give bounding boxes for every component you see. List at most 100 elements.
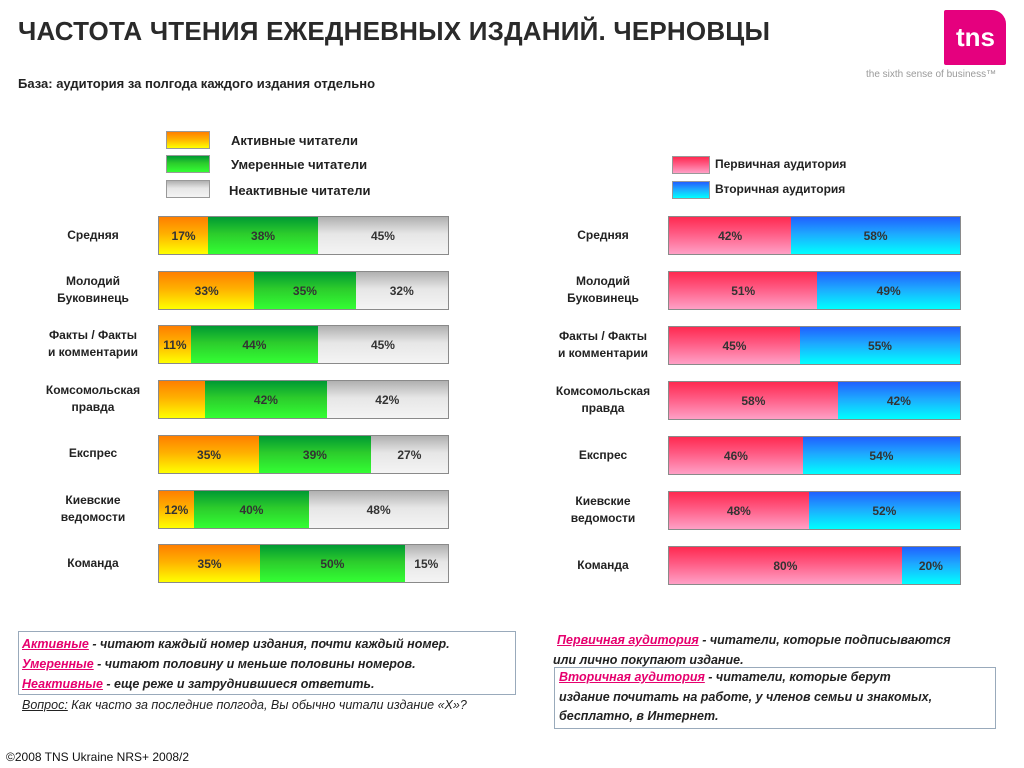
bar-segment: 45% xyxy=(317,217,448,254)
bar-segment: 51% xyxy=(669,272,818,309)
legend-label-moderate: Умеренные читатели xyxy=(231,157,368,172)
note-moderate: Умеренные - читают половину и меньше пол… xyxy=(22,657,416,671)
bar-segment: 35% xyxy=(159,435,260,473)
note-inactive: Неактивные - еще реже и затруднившиеся о… xyxy=(22,677,375,691)
bar-value-label: 27% xyxy=(397,447,422,462)
stacked-bar: 35% 39% 27% xyxy=(158,434,449,474)
logo-tagline: the sixth sense of business™ xyxy=(866,69,997,80)
bar-value-label: 33% xyxy=(194,283,219,298)
row-label: Команда xyxy=(577,557,629,572)
stacked-bar: 80% 20% xyxy=(668,546,961,585)
bar-value-label: 11% xyxy=(163,338,187,353)
bar-value-label: 58% xyxy=(741,394,766,408)
note-secondary-line1: Вторичная аудитория - читатели, которые … xyxy=(559,670,891,684)
bar-value-label: 54% xyxy=(869,449,894,463)
bar-value-label: 35% xyxy=(197,447,222,462)
bar-value-label: 51% xyxy=(731,284,756,298)
bar-segment: 17% xyxy=(159,217,209,254)
bar-segment: 49% xyxy=(817,272,960,309)
legend-label-primary: Первичная аудитория xyxy=(715,157,847,171)
bar-segment: 42% xyxy=(326,381,448,419)
survey-question: Вопрос: Как часто за последние полгода, … xyxy=(22,698,467,712)
bar-value-label: 55% xyxy=(867,339,892,353)
stacked-bar: 17% 38% 45% xyxy=(158,216,449,255)
row-label: Молодий Буковинець xyxy=(57,273,129,305)
note-primary-line2: или лично покупают издание. xyxy=(553,653,744,667)
bar-value-label: 46% xyxy=(723,449,748,463)
stacked-bar: 46% 54% xyxy=(668,436,961,475)
bar-segment: 27% xyxy=(370,435,448,473)
bar-value-label: 58% xyxy=(863,229,888,243)
legend-label-secondary: Вторичная аудитория xyxy=(715,182,846,196)
bar-segment: 44% xyxy=(190,326,318,364)
legend-swatch-secondary xyxy=(672,181,710,199)
bar-segment: 38% xyxy=(208,217,318,254)
note-primary-line1: Первичная аудитория - читатели, которые … xyxy=(557,633,951,647)
bar-segment: 32% xyxy=(355,271,448,309)
bar-value-label: 52% xyxy=(872,504,897,518)
bar-value-label: 45% xyxy=(722,339,747,353)
tns-logo: tns xyxy=(944,10,1006,65)
legend-swatch-active xyxy=(166,131,210,149)
row-label: Киевские ведомости xyxy=(60,492,126,524)
secondary-definition-box xyxy=(554,667,996,729)
bar-value-label: 39% xyxy=(302,447,327,462)
bar-segment: 80% xyxy=(669,547,902,584)
bar-value-label: 48% xyxy=(726,504,751,518)
bar-segment: 35% xyxy=(159,545,261,583)
bar-segment: 45% xyxy=(669,327,800,364)
row-label: Експрес xyxy=(68,446,118,461)
footer-copyright: ©2008 TNS Ukraine NRS+ 2008/2 xyxy=(6,750,190,764)
note-secondary-line3: бесплатно, в Интернет. xyxy=(559,709,719,723)
row-label: Киевские ведомости xyxy=(570,494,636,525)
bar-value-label: 17% xyxy=(171,229,196,243)
bar-segment: 35% xyxy=(254,271,356,309)
bar-segment: 58% xyxy=(791,217,960,254)
bar-value-label: 42% xyxy=(253,393,278,408)
bar-value-label: 38% xyxy=(251,229,276,243)
bar-value-label: 45% xyxy=(370,229,395,243)
row-label: Комсомольская правда xyxy=(45,383,141,415)
row-label: Комсомольская правда xyxy=(555,384,651,415)
bar-value-label: 80% xyxy=(773,559,798,573)
bar-segment: 48% xyxy=(309,490,448,528)
legend-swatch-inactive xyxy=(166,180,210,198)
stacked-bar: 45% 55% xyxy=(668,326,961,365)
bar-segment: 58% xyxy=(669,382,838,419)
bar-segment: 54% xyxy=(802,437,960,474)
stacked-bar: 11% 44% 45% xyxy=(158,325,449,365)
stacked-bar: 51% 49% xyxy=(668,271,961,310)
bar-segment: 50% xyxy=(260,545,405,583)
bar-value-label: 50% xyxy=(320,557,345,572)
bar-value-label: 15% xyxy=(414,557,439,572)
stacked-bar: 42% 58% xyxy=(668,216,961,255)
definitions-box xyxy=(18,631,516,695)
bar-segment: 39% xyxy=(259,435,371,473)
bar-value-label: 49% xyxy=(876,284,901,298)
legend-swatch-primary xyxy=(672,156,710,174)
page-subtitle: База: аудитория за полгода каждого издан… xyxy=(18,76,376,91)
bar-segment: 55% xyxy=(799,327,960,364)
bar-segment: 42% xyxy=(669,217,792,254)
stacked-bar: 12% 40% 48% xyxy=(158,489,449,529)
bar-value-label: 40% xyxy=(239,502,264,517)
stacked-bar: 33% 35% 32% xyxy=(158,270,449,310)
bar-segment: 52% xyxy=(808,492,960,529)
bar-segment: 33% xyxy=(159,271,255,309)
bar-segment: 12% xyxy=(159,490,194,528)
bar-value-label: 35% xyxy=(292,283,317,298)
bar-segment: 42% xyxy=(837,382,960,419)
page-title: ЧАСТОТА ЧТЕНИЯ ЕЖЕДНЕВНЫХ ИЗДАНИЙ. ЧЕРНО… xyxy=(18,16,771,46)
note-active: Активные - читают каждый номер издания, … xyxy=(22,637,450,651)
row-label: Факты / Факты и комментарии xyxy=(47,328,139,360)
bar-segment: 15% xyxy=(404,545,448,583)
bar-segment xyxy=(159,381,206,419)
bar-value-label: 12% xyxy=(164,502,189,517)
legend-swatch-moderate xyxy=(166,155,210,173)
bar-value-label: 42% xyxy=(375,393,400,408)
stacked-bar: 58% 42% xyxy=(668,381,961,420)
bar-segment: 46% xyxy=(669,437,803,474)
bar-value-label: 32% xyxy=(389,283,414,298)
row-label: Средняя xyxy=(67,227,119,242)
stacked-bar: 42% 42% xyxy=(158,380,449,420)
